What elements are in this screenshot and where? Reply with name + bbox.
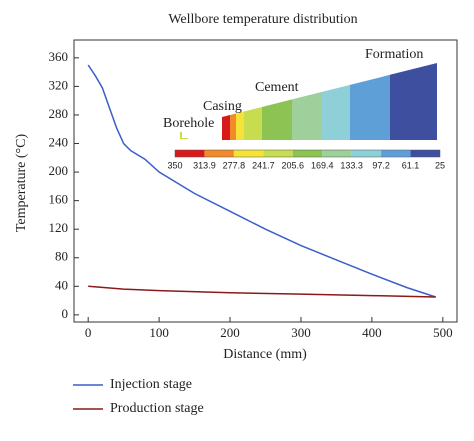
y-tick-label: 240 [49, 135, 69, 150]
colorbar-label: 133.3 [340, 160, 363, 170]
colorbar-segment [322, 150, 352, 157]
chart-title: Wellbore temperature distribution [168, 12, 357, 27]
colorbar-label: 241.7 [252, 160, 275, 170]
x-axis-label: Distance (mm) [223, 347, 307, 362]
inset-band [390, 63, 437, 140]
colorbar-segment [292, 150, 323, 157]
line-series [87, 64, 436, 298]
colorbar-label: 97.2 [372, 160, 390, 170]
x-tick-label: 200 [220, 325, 240, 340]
x-tick-label: 400 [362, 325, 382, 340]
y-axis-label: Temperature (°C) [14, 134, 29, 233]
inset-band [262, 99, 292, 140]
colorbar-segment [351, 150, 382, 157]
colorbar-label: 277.8 [223, 160, 246, 170]
line-series [88, 285, 436, 298]
y-tick-label: 0 [62, 306, 69, 321]
plot-frame [73, 39, 458, 323]
colorbar-segment [410, 150, 440, 157]
legend-label: Injection stage [110, 377, 192, 392]
inset-label: Formation [365, 47, 423, 62]
y-tick-label: 40 [55, 277, 68, 292]
colorbar-segment [175, 150, 205, 157]
y-tick-label: 360 [49, 49, 69, 64]
x-tick-label: 100 [149, 325, 169, 340]
inset-band [230, 113, 236, 140]
x-tick-label: 0 [85, 325, 92, 340]
colorbar-label: 205.6 [282, 160, 305, 170]
colorbar-segment [381, 150, 411, 157]
colorbar-label: 350 [167, 160, 182, 170]
inset-band [322, 84, 350, 140]
inset-label: Cement [255, 80, 299, 95]
x-tick-label: 300 [291, 325, 311, 340]
colorbar-segment [204, 150, 234, 157]
colorbar-frame [174, 149, 441, 158]
y-tick-label: 160 [49, 192, 69, 207]
x-tick-label: 500 [433, 325, 453, 340]
inset-label: Borehole [163, 116, 214, 131]
inset-label: Casing [203, 99, 242, 114]
y-tick-label: 320 [49, 77, 69, 92]
y-tick-label: 80 [55, 249, 68, 264]
colorbar-segment [233, 150, 264, 157]
inset-band [350, 74, 390, 140]
colorbar-segment [263, 150, 293, 157]
inset-band [222, 114, 230, 140]
colorbar-label: 313.9 [193, 160, 216, 170]
colorbar-label: 61.1 [402, 160, 420, 170]
inset-band [244, 106, 262, 140]
y-tick-label: 120 [49, 220, 69, 235]
inset-band [236, 111, 244, 140]
colorbar-label: 25 [435, 160, 445, 170]
borehole-mark [180, 132, 188, 139]
legend-label: Production stage [110, 401, 204, 416]
inset-band [292, 91, 322, 140]
y-tick-label: 280 [49, 106, 69, 121]
y-tick-label: 200 [49, 163, 69, 178]
colorbar-label: 169.4 [311, 160, 334, 170]
